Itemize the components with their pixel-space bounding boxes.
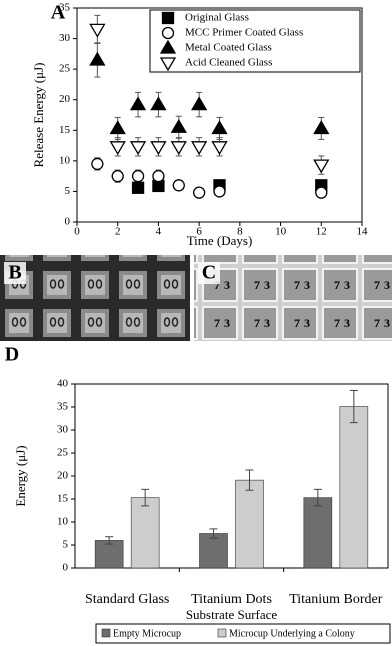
image-c [194, 255, 392, 341]
y-tick-label: 0 [63, 562, 69, 574]
legend-label: Metal Coated Glass [185, 42, 272, 54]
marker [129, 96, 147, 111]
y-tick-label: 35 [59, 2, 71, 14]
y-tick-label: 35 [57, 401, 69, 413]
legend-label: Empty Microcup [113, 628, 181, 639]
legend-swatch [101, 628, 111, 638]
legend-box [95, 623, 391, 644]
marker [150, 141, 167, 156]
y-tick-label: 30 [59, 32, 71, 44]
bar [130, 497, 160, 569]
bar [303, 497, 333, 569]
x-tick-label: 8 [237, 226, 243, 238]
marker [109, 120, 126, 135]
marker [172, 179, 185, 192]
y-tick-label: 10 [59, 154, 71, 166]
marker [89, 23, 106, 38]
marker [152, 169, 165, 183]
x-tick-label: 12 [316, 226, 327, 238]
marker [211, 141, 228, 156]
y-tick-label: 0 [65, 216, 71, 228]
legend-swatch [217, 628, 227, 638]
marker [313, 120, 330, 135]
marker [211, 120, 228, 135]
marker [213, 185, 226, 198]
bar [235, 479, 264, 569]
y-tick-label: 15 [59, 124, 71, 136]
x-tick-label: 14 [357, 226, 369, 238]
y-tick-label: 15 [57, 493, 69, 505]
legend-label: Microcup Underlying a Colony [229, 628, 355, 639]
marker [315, 186, 328, 199]
marker [191, 141, 208, 156]
y-axis-label: Energy (μJ) [13, 445, 28, 506]
legend-label: Acid Cleaned Glass [185, 57, 272, 69]
y-tick-label: 30 [57, 424, 69, 436]
y-tick-label: 20 [57, 470, 69, 482]
y-tick-label: 20 [59, 93, 71, 105]
x-tick-label: 0 [74, 226, 80, 238]
plot-frame [76, 7, 363, 223]
legend-marker [159, 57, 177, 72]
x-tick-label: Standard Glass [85, 592, 169, 607]
marker [129, 141, 147, 156]
x-tick-label: Titanium Border [289, 592, 383, 607]
x-tick-label: 10 [275, 226, 287, 238]
marker [170, 141, 187, 156]
panel-label: D [5, 344, 19, 366]
marker [150, 96, 167, 111]
x-axis-label: Substrate Surface [186, 607, 278, 622]
legend-marker [161, 11, 175, 25]
y-tick-label: 25 [59, 63, 71, 75]
image-b [0, 255, 190, 341]
legend-label: MCC Primer Coated Glass [185, 27, 303, 39]
label-bg [4, 262, 26, 284]
label-bg [198, 262, 220, 284]
y-tick-label: 5 [63, 539, 69, 551]
marker [131, 181, 145, 194]
marker [131, 169, 145, 183]
x-tick-label: Titanium Dots [191, 592, 272, 607]
marker [89, 51, 106, 66]
x-tick-label: 6 [196, 226, 202, 238]
marker [313, 159, 330, 174]
y-tick-label: 10 [57, 516, 69, 528]
y-tick-label: 40 [57, 378, 69, 390]
legend-box [149, 9, 361, 73]
bar [199, 533, 228, 569]
y-tick-label: 5 [65, 185, 71, 197]
legend-marker [159, 39, 177, 54]
x-axis-label: Time (Days) [187, 233, 253, 248]
marker [192, 186, 206, 199]
marker [170, 118, 187, 133]
panel-label: A [51, 2, 66, 24]
y-axis-label: Release Energy (μJ) [31, 63, 46, 168]
panel-label: B [8, 262, 21, 284]
marker [109, 141, 126, 156]
legend-label: Original Glass [185, 12, 249, 24]
marker [111, 169, 124, 183]
bar [339, 406, 369, 569]
x-tick-label: 2 [115, 226, 121, 238]
legend-marker [161, 26, 175, 40]
y-tick-label: 25 [57, 447, 69, 459]
marker [191, 96, 208, 111]
x-tick-label: 4 [156, 226, 162, 238]
marker [91, 157, 104, 171]
bar [94, 540, 124, 569]
panel-label: C [202, 262, 216, 284]
